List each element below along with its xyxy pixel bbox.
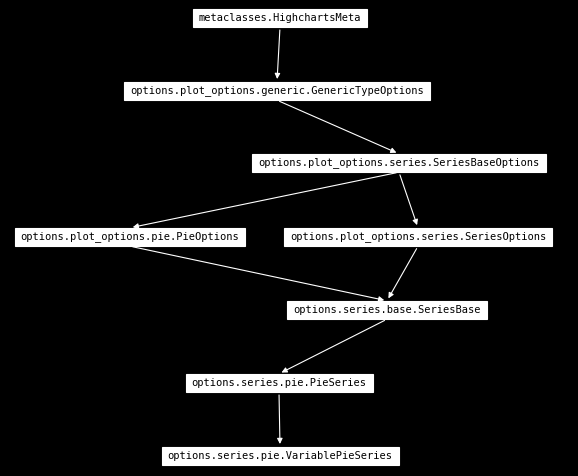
- Text: options.plot_options.pie.PieOptions: options.plot_options.pie.PieOptions: [21, 231, 239, 242]
- Text: options.series.pie.VariablePieSeries: options.series.pie.VariablePieSeries: [168, 451, 392, 461]
- FancyBboxPatch shape: [287, 301, 487, 319]
- Text: options.plot_options.generic.GenericTypeOptions: options.plot_options.generic.GenericType…: [130, 86, 424, 97]
- FancyBboxPatch shape: [14, 228, 246, 246]
- FancyBboxPatch shape: [186, 374, 372, 392]
- FancyBboxPatch shape: [124, 82, 430, 100]
- Text: options.series.pie.PieSeries: options.series.pie.PieSeries: [191, 378, 366, 388]
- FancyBboxPatch shape: [192, 9, 367, 27]
- Text: options.plot_options.series.SeriesOptions: options.plot_options.series.SeriesOption…: [290, 231, 546, 242]
- FancyBboxPatch shape: [161, 447, 398, 465]
- Text: options.series.base.SeriesBase: options.series.base.SeriesBase: [293, 305, 481, 315]
- Text: metaclasses.HighchartsMeta: metaclasses.HighchartsMeta: [199, 13, 361, 23]
- Text: options.plot_options.series.SeriesBaseOptions: options.plot_options.series.SeriesBaseOp…: [258, 158, 540, 169]
- FancyBboxPatch shape: [253, 154, 546, 172]
- FancyBboxPatch shape: [284, 228, 552, 246]
